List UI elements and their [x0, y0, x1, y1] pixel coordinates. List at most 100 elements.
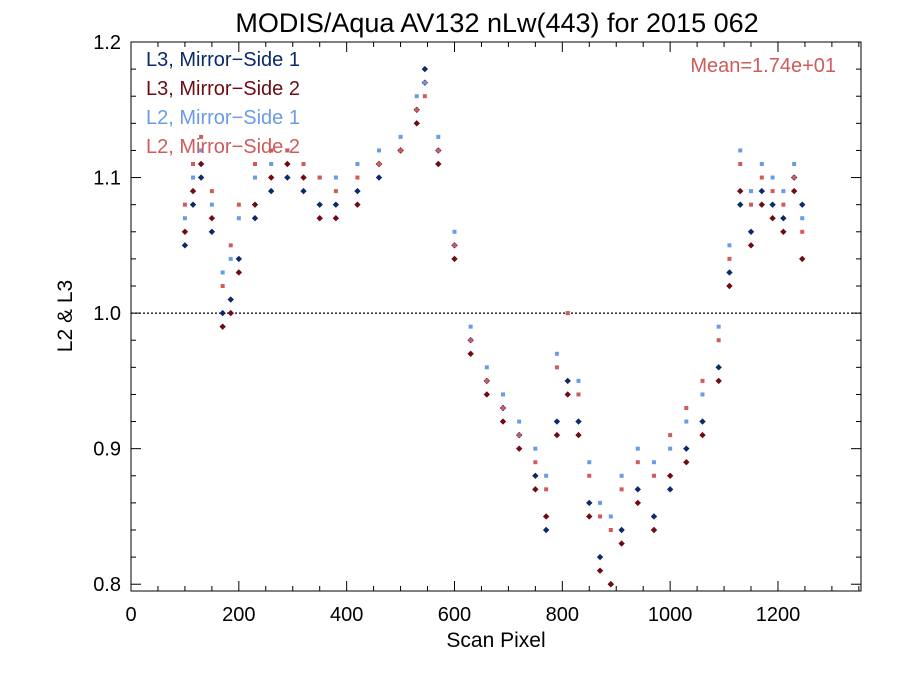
- x-tick-label: 0: [125, 604, 136, 626]
- data-point: [554, 365, 559, 370]
- data-point: [422, 94, 427, 99]
- data-point: [269, 148, 274, 153]
- data-point: [635, 446, 640, 451]
- data-point: [236, 202, 241, 207]
- legend: L3, Mirror−Side 1 L3, Mirror−Side 2 L2, Mi…: [146, 49, 300, 158]
- data-point: [542, 513, 550, 520]
- data-point: [227, 296, 234, 303]
- data-point: [683, 459, 690, 466]
- data-point: [800, 216, 805, 221]
- data-point: [189, 187, 197, 195]
- data-point: [758, 201, 765, 208]
- data-point: [759, 175, 764, 180]
- data-point: [544, 487, 549, 492]
- data-point: [436, 148, 441, 153]
- data-point: [651, 473, 656, 478]
- data-point: [532, 486, 539, 493]
- data-point: [576, 378, 581, 383]
- data-point: [199, 134, 204, 139]
- data-point: [227, 309, 234, 317]
- data-point: [726, 269, 733, 276]
- data-point: [499, 418, 507, 425]
- data-point: [598, 514, 603, 519]
- data-point: [501, 406, 506, 410]
- data-point: [607, 581, 615, 588]
- data-point: [792, 175, 797, 180]
- x-tick-label: 800: [546, 604, 579, 626]
- series-4: [182, 94, 805, 532]
- data-point: [375, 174, 383, 181]
- data-point: [564, 377, 571, 385]
- y-tick-label: 0.8: [93, 574, 121, 596]
- data-point: [355, 162, 360, 166]
- data-point: [333, 175, 338, 180]
- data-point: [619, 473, 624, 478]
- data-point: [316, 215, 323, 222]
- data-point: [608, 514, 613, 519]
- data-point: [467, 350, 474, 357]
- data-point: [436, 134, 441, 139]
- data-point: [781, 202, 786, 207]
- y-tick-label: 1.0: [93, 303, 121, 325]
- data-point: [596, 553, 604, 561]
- data-point: [377, 162, 382, 166]
- data-point: [219, 323, 226, 330]
- data-point: [790, 187, 798, 195]
- data-point: [501, 392, 506, 397]
- data-point: [700, 392, 705, 397]
- data-point: [284, 160, 291, 168]
- x-tick-label: 1200: [756, 604, 801, 626]
- data-point: [189, 201, 197, 208]
- data-point: [355, 175, 360, 180]
- data-point: [228, 243, 233, 248]
- data-point: [586, 513, 593, 520]
- data-point: [533, 460, 538, 465]
- data-point: [332, 215, 340, 222]
- data-point: [208, 215, 216, 222]
- chart-title: MODIS/Aqua AV132 nLw(443) for 2015 062: [235, 8, 758, 38]
- data-point: [253, 175, 258, 180]
- data-point: [726, 282, 733, 290]
- y-axis-label: L2 & L3: [54, 280, 77, 352]
- data-point: [316, 201, 323, 208]
- data-point: [220, 284, 225, 288]
- data-point: [219, 309, 226, 317]
- data-point: [650, 526, 658, 534]
- data-point: [181, 228, 189, 235]
- legend-entry: L2, Mirror−Side 1: [146, 107, 300, 129]
- data-point: [759, 162, 764, 166]
- data-point: [253, 162, 258, 166]
- data-point: [576, 392, 581, 397]
- data-point: [792, 162, 797, 166]
- data-point: [451, 255, 458, 263]
- data-point: [586, 499, 593, 507]
- data-point: [191, 162, 196, 166]
- data-point: [421, 65, 429, 73]
- data-point: [737, 201, 744, 208]
- data-point: [209, 189, 214, 194]
- data-point: [182, 216, 187, 221]
- legend-entry: L3, Mirror−Side 1: [146, 49, 300, 71]
- axis-ticks: 0 200 400 600 800 1000 1200 0.8 0.9 1.0 1.1 1.2: [93, 32, 861, 626]
- data-point: [747, 242, 755, 249]
- data-point: [284, 174, 291, 181]
- data-point: [716, 324, 721, 329]
- data-point: [799, 255, 806, 263]
- data-point: [770, 189, 775, 194]
- data-point: [684, 406, 689, 410]
- data-point: [596, 567, 604, 574]
- data-point: [452, 229, 457, 234]
- data-point: [413, 120, 420, 127]
- data-point: [267, 187, 275, 195]
- data-point: [738, 148, 743, 153]
- data-point: [770, 175, 775, 180]
- data-point: [199, 148, 204, 153]
- y-tick-label: 0.9: [93, 439, 121, 461]
- data-point: [377, 148, 382, 153]
- data-point: [517, 433, 522, 438]
- data-point: [700, 378, 705, 383]
- data-point: [468, 338, 473, 343]
- data-point: [515, 445, 523, 452]
- data-point: [666, 472, 674, 479]
- data-point: [799, 201, 806, 208]
